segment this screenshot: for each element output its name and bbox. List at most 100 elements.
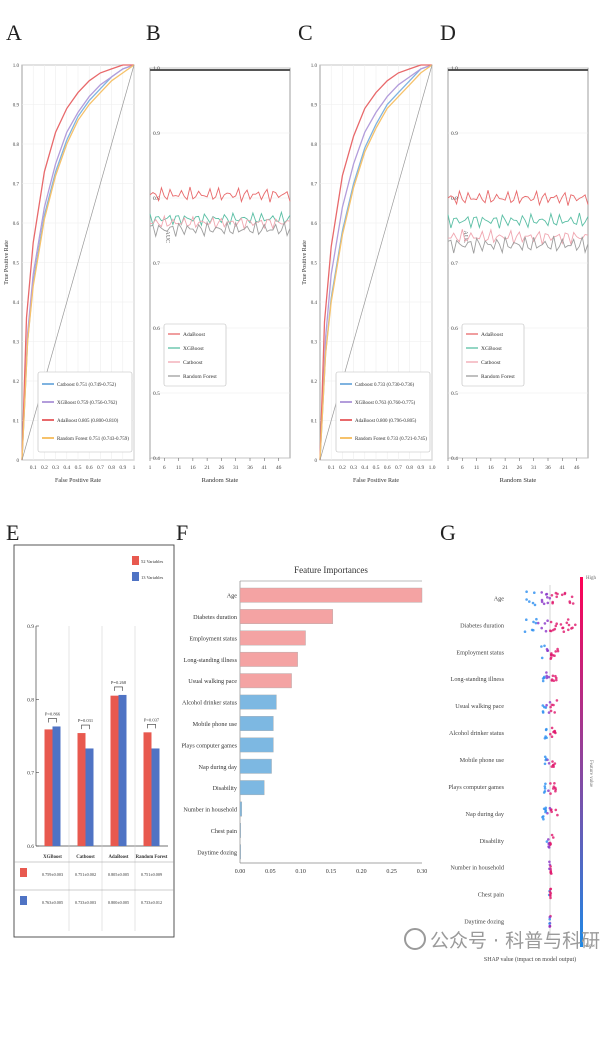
legend-label: AdaBoost xyxy=(183,332,205,338)
x-tick-label: 36 xyxy=(545,465,551,471)
shap-point xyxy=(545,671,548,674)
legend-label: XGBoost 0.763 (0.760-0.775) xyxy=(355,401,415,406)
shap-point xyxy=(540,656,544,660)
significance-bracket xyxy=(114,686,123,691)
category-label: Mobile phone use xyxy=(193,721,238,728)
shap-point xyxy=(545,676,549,680)
y-tick-label: 0.5 xyxy=(451,391,458,397)
x-axis-label: Random State xyxy=(500,477,537,484)
y-tick-label: 1.0 xyxy=(311,64,318,69)
legend-label: Catboost 0.751 (0.749-0.752) xyxy=(57,383,116,388)
shap-point xyxy=(532,620,535,624)
shap-point xyxy=(544,810,547,814)
shap-point xyxy=(532,628,535,632)
y-tick-label: 0.6 xyxy=(153,326,160,332)
shap-point xyxy=(547,711,551,714)
table-cell: 0.805±0.005 xyxy=(108,872,129,877)
x-tick-label: 0.5 xyxy=(373,465,380,471)
panel-label-b: B xyxy=(146,20,161,45)
bar xyxy=(239,737,274,753)
shap-point xyxy=(535,617,538,621)
shap-point xyxy=(525,598,528,601)
category-label: Number in household xyxy=(183,807,238,814)
x-tick-label: 0.3 xyxy=(350,465,357,471)
shap-point xyxy=(548,860,551,864)
category-label: Random Forest xyxy=(136,855,168,860)
legend-label: AdaBoost xyxy=(481,332,503,338)
shap-point xyxy=(555,622,558,625)
shap-point xyxy=(548,867,551,871)
roc-curve xyxy=(21,64,135,461)
category-label: Nap during day xyxy=(199,764,238,771)
legend-label: XGBoost xyxy=(183,346,204,352)
table-cell: 0.763±0.005 xyxy=(42,900,63,905)
legend-label: 13 Variables xyxy=(141,575,164,580)
shap-point xyxy=(547,675,551,679)
y-tick-label: 0.9 xyxy=(451,131,458,137)
shap-point xyxy=(541,679,545,683)
legend-label: Random Forest 0.751 (0.743-0.759) xyxy=(57,437,129,442)
table-row-swatch xyxy=(20,868,27,877)
shap-point xyxy=(549,865,552,868)
shap-point xyxy=(555,699,559,702)
shap-point xyxy=(542,807,546,811)
shap-point xyxy=(549,629,553,633)
shap-point xyxy=(545,727,548,731)
shap-point xyxy=(571,602,575,605)
feature-label: Age xyxy=(494,595,505,602)
feature-label: Alcohol drinker status xyxy=(449,730,505,737)
category-label: Daytime dozing xyxy=(197,849,237,856)
category-label: Diabetes duration xyxy=(193,614,237,621)
shap-point xyxy=(542,791,546,794)
feature-label: Daytime dozing xyxy=(464,919,504,926)
shap-point xyxy=(545,757,548,761)
p-value-label: P=0.037 xyxy=(144,717,160,722)
shap-point xyxy=(555,595,558,599)
shap-point xyxy=(533,591,536,594)
shap-point xyxy=(544,593,548,596)
shap-point xyxy=(566,618,570,621)
roc-curve xyxy=(319,64,432,461)
shap-point xyxy=(543,644,546,648)
shap-point xyxy=(553,711,556,714)
model-comparison-chart-e: 0.6 0.7 0.8 0.9 P=0.866 XGBoost P=0.031 Catboos… xyxy=(13,544,175,938)
shap-point xyxy=(552,836,555,839)
x-tick-label: 26 xyxy=(219,465,225,471)
shap-point xyxy=(563,592,567,596)
x-axis-label: Random State xyxy=(202,477,239,484)
x-tick-label: 0.9 xyxy=(417,465,424,471)
feature-label: Usual walking pace xyxy=(455,703,504,710)
x-axis-label: False Positive Rate xyxy=(55,478,101,484)
bar xyxy=(239,758,272,774)
shap-point xyxy=(551,760,554,763)
shap-point xyxy=(550,726,554,730)
shap-point xyxy=(533,603,537,607)
y-tick-label: 0.5 xyxy=(311,262,318,267)
p-value-label: P=0.866 xyxy=(45,711,61,716)
shap-point xyxy=(570,627,573,630)
feature-label: Mobile phone use xyxy=(460,757,505,764)
shap-point xyxy=(552,765,555,768)
shap-point xyxy=(549,705,552,709)
bar xyxy=(44,729,53,846)
shap-point xyxy=(543,762,547,766)
shap-point xyxy=(548,890,552,894)
shap-point xyxy=(554,650,557,653)
watermark-text: 公众号 · 科普与科研 xyxy=(430,930,600,952)
y-tick-label: 0.8 xyxy=(13,143,20,148)
significance-bracket xyxy=(147,724,156,729)
shap-point xyxy=(547,842,550,846)
shap-point xyxy=(567,628,570,632)
shap-point xyxy=(545,840,549,843)
shap-point xyxy=(548,917,551,921)
table-cell: 0.751±0.002 xyxy=(75,872,96,877)
shap-point xyxy=(547,789,550,792)
x-tick-label: 41 xyxy=(560,465,566,471)
shap-point xyxy=(556,813,559,817)
x-tick-label: 0.2 xyxy=(339,465,346,471)
chart-title: Feature Importances xyxy=(294,565,368,575)
shap-point xyxy=(560,593,564,597)
y-axis-label: AUC xyxy=(164,231,170,244)
shap-point xyxy=(549,871,552,875)
x-tick-label: 16 xyxy=(488,465,494,471)
